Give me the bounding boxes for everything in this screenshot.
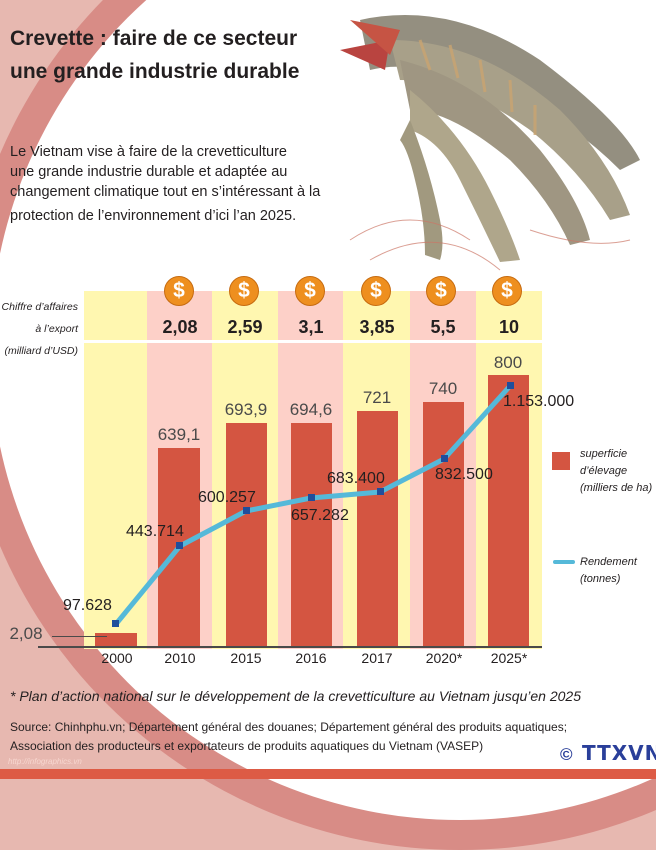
copyright-icon: © bbox=[560, 745, 573, 764]
revenue-value-2010: 2,08 bbox=[162, 317, 198, 337]
x-tick-2000: 2000 bbox=[101, 650, 133, 666]
x-tick-2025: 2025* bbox=[490, 650, 528, 666]
title-line-1: Crevette : faire de ce secteur bbox=[10, 27, 298, 50]
row-divider bbox=[84, 340, 542, 343]
legend-bar-label: superficie d’élevage (milliers de ha) bbox=[580, 446, 652, 497]
bar-label-2020: 740 bbox=[428, 379, 458, 398]
legend-line-swatch bbox=[553, 560, 575, 564]
footnote: * Plan d’action national sur le développ… bbox=[10, 688, 581, 704]
column-bg-2000 bbox=[84, 291, 147, 649]
intro-line: une grande industrie durable et adaptée … bbox=[10, 164, 288, 180]
legend-line-label: Rendement (tonnes) bbox=[580, 554, 637, 588]
legend-line: superficie bbox=[580, 448, 628, 460]
revenue-label: Chiffre d’affaires à l’export (milliard … bbox=[0, 296, 78, 362]
x-tick-2016: 2016 bbox=[295, 650, 327, 666]
line-label-2015: 600.257 bbox=[198, 489, 256, 506]
intro-line: protection de l’environnement d’ici l’an… bbox=[10, 208, 297, 224]
line-label-2025: 1.153.000 bbox=[503, 393, 575, 410]
revenue-value-2016: 3,1 bbox=[298, 317, 324, 337]
revenue-label-line: Chiffre d’affaires bbox=[1, 301, 78, 313]
line-label-2020: 832.500 bbox=[435, 466, 493, 483]
dollar-coin-icon: $ bbox=[492, 276, 522, 306]
intro-text: Le Vietnam vise à faire de la crevetticu… bbox=[10, 142, 340, 226]
dollar-coin-icon: $ bbox=[361, 276, 391, 306]
bar-label-2000: 2,08 bbox=[9, 624, 43, 643]
source-line: Source: Chinhphu.vn; Département général… bbox=[10, 720, 568, 734]
legend-bar-swatch bbox=[552, 452, 570, 470]
bar-2017 bbox=[357, 411, 398, 646]
bar-label-leader bbox=[52, 636, 107, 637]
line-label-2016: 657.282 bbox=[291, 507, 349, 524]
revenue-value-2020: 5,5 bbox=[430, 317, 456, 337]
bar-2016 bbox=[291, 423, 332, 646]
bar-2015 bbox=[226, 423, 267, 646]
source-line: Association des producteurs et exportate… bbox=[10, 739, 484, 753]
intro-line: changement climatique tout en s’intéress… bbox=[10, 184, 321, 200]
shrimp-image bbox=[340, 15, 640, 271]
legend-line: d’élevage bbox=[580, 465, 628, 477]
intro-line: Le Vietnam vise à faire de la crevetticu… bbox=[10, 144, 287, 160]
dollar-coin-icon: $ bbox=[426, 276, 456, 306]
source-text: Source: Chinhphu.vn; Département général… bbox=[10, 718, 567, 756]
x-axis bbox=[84, 646, 542, 648]
line-label-2017: 683.400 bbox=[327, 470, 385, 487]
bottom-bar bbox=[0, 769, 656, 779]
bar-label-2017: 721 bbox=[362, 388, 392, 407]
x-tick-2017: 2017 bbox=[361, 650, 393, 666]
dollar-coin-icon: $ bbox=[229, 276, 259, 306]
title-line-2: une grande industrie durable bbox=[10, 60, 300, 83]
revenue-value-2015: 2,59 bbox=[227, 317, 263, 337]
bar-2025 bbox=[488, 375, 529, 646]
bar-label-2010: 639,1 bbox=[157, 425, 201, 444]
revenue-label-line: à l’export bbox=[35, 323, 78, 335]
legend-line: Rendement bbox=[580, 556, 637, 568]
yield-line bbox=[112, 382, 514, 627]
line-label-2000: 97.628 bbox=[63, 597, 112, 614]
legend-line: (milliers de ha) bbox=[580, 482, 653, 494]
x-tick-2015: 2015 bbox=[230, 650, 262, 666]
x-tick-2010: 2010 bbox=[164, 650, 196, 666]
x-tick-2020: 2020* bbox=[425, 650, 463, 666]
footer-url[interactable]: http://infographics.vn bbox=[8, 757, 82, 766]
revenue-label-line: (milliard d’USD) bbox=[4, 345, 78, 357]
bar-label-2015: 693,9 bbox=[224, 400, 268, 419]
line-label-2010: 443.714 bbox=[126, 523, 184, 540]
dollar-coin-icon: $ bbox=[295, 276, 325, 306]
legend-line: (tonnes) bbox=[580, 573, 621, 585]
brand-logo: TTXVN bbox=[582, 741, 656, 765]
bar-label-2016: 694,6 bbox=[289, 400, 333, 419]
bar-label-2025: 800 bbox=[493, 353, 523, 372]
revenue-value-2017: 3,85 bbox=[359, 317, 395, 337]
dollar-coin-icon: $ bbox=[164, 276, 194, 306]
revenue-value-2025: 10 bbox=[498, 317, 520, 337]
page-title: Crevette : faire de ce secteur une grand… bbox=[10, 22, 299, 88]
